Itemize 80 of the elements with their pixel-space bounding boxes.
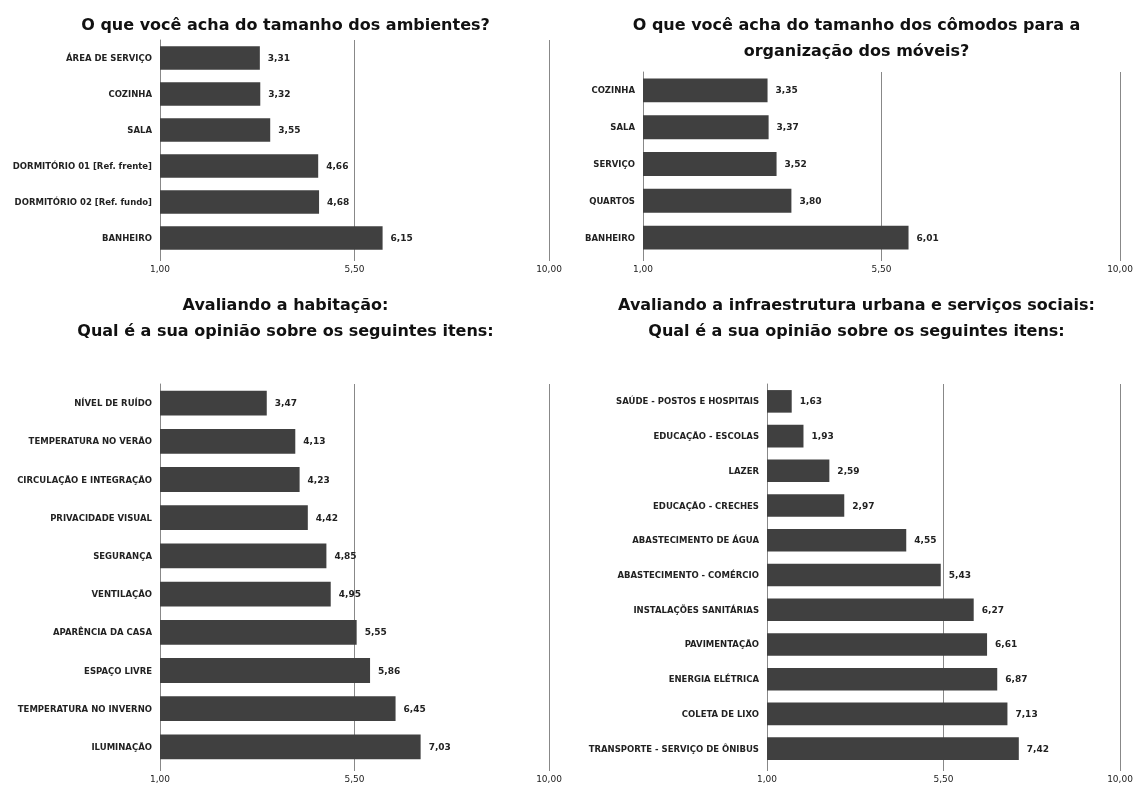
data-label: 3,32 bbox=[268, 89, 291, 99]
x-tick-label: 1,00 bbox=[149, 773, 171, 784]
y-tick-label: INSTALAÇÕES SANITÁRIAS bbox=[633, 603, 759, 615]
y-tick-label: BANHEIRO bbox=[584, 232, 635, 243]
x-tick-label: 5,50 bbox=[344, 773, 365, 784]
data-label: 3,47 bbox=[274, 398, 297, 409]
y-tick-label: CIRCULAÇÃO E INTEGRAÇÃO bbox=[17, 474, 152, 485]
y-tick-label: PRIVACIDADE VISUAL bbox=[50, 512, 153, 523]
x-tick-label: 5,50 bbox=[933, 773, 954, 784]
data-label: 5,55 bbox=[364, 627, 387, 638]
x-tick-label: 10,00 bbox=[1107, 773, 1134, 784]
y-tick-label: EDUCAÇÃO - CRECHES bbox=[653, 500, 759, 511]
data-label: 3,37 bbox=[776, 122, 799, 133]
data-label: 3,52 bbox=[784, 159, 807, 169]
y-tick-label: TRANSPORTE - SERVIÇO DE ÔNIBUS bbox=[588, 742, 759, 754]
y-tick-label: SERVIÇO bbox=[593, 159, 635, 169]
y-tick-label: LAZER bbox=[728, 465, 760, 476]
y-tick-label: ABASTECIMENTO - COMÉRCIO bbox=[617, 569, 759, 580]
data-label: 4,85 bbox=[334, 550, 357, 561]
data-label: 5,86 bbox=[378, 665, 401, 676]
x-tick-label: 1,00 bbox=[149, 263, 171, 274]
data-label: 6,27 bbox=[981, 604, 1004, 615]
data-label: 6,61 bbox=[995, 639, 1018, 650]
y-tick-label: BANHEIRO bbox=[101, 233, 152, 243]
data-label: 4,68 bbox=[327, 197, 350, 207]
data-label: 3,55 bbox=[278, 125, 301, 135]
data-label: 4,23 bbox=[307, 474, 330, 485]
y-tick-label: PAVIMENTAÇÃO bbox=[684, 639, 759, 650]
data-label: 3,80 bbox=[799, 195, 822, 206]
y-tick-label: SALA bbox=[127, 125, 153, 135]
chart-title: Avaliando a infraestrutura urbana e serviços sociais: Qual é a sua opinião sobre os seguintes itens: bbox=[618, 294, 1095, 340]
x-tick-label: 10,00 bbox=[1107, 263, 1134, 274]
y-tick-label: SAÚDE - POSTOS E HOSPITAIS bbox=[616, 395, 759, 407]
data-label: 7,03 bbox=[428, 741, 451, 752]
data-label: 4,42 bbox=[315, 512, 339, 523]
data-label: 1,93 bbox=[811, 431, 834, 442]
y-tick-label: COZINHA bbox=[591, 85, 636, 96]
y-tick-label: SALA bbox=[610, 122, 636, 133]
data-label: 6,01 bbox=[916, 232, 939, 243]
chart-title: Avaliando a habitação: Qual é a sua opinião sobre os seguintes itens: bbox=[77, 294, 494, 340]
y-tick-label: VENTILAÇÃO bbox=[91, 589, 152, 600]
y-tick-label: ENERGIA ELÉTRICA bbox=[668, 673, 760, 685]
y-tick-label: QUARTOS bbox=[589, 195, 635, 206]
chart-title: O que você acha do tamanho dos cômodos para a organização dos móveis? bbox=[632, 14, 1081, 60]
data-label: 3,31 bbox=[267, 53, 291, 63]
data-label: 4,55 bbox=[914, 535, 937, 546]
data-label: 6,45 bbox=[403, 703, 426, 714]
y-tick-label: TEMPERATURA NO VERÃO bbox=[28, 436, 152, 447]
y-tick-label: COZINHA bbox=[108, 89, 153, 99]
y-tick-label: ABASTECIMENTO DE ÁGUA bbox=[632, 534, 760, 546]
data-label: 4,13 bbox=[303, 436, 326, 447]
y-tick-label: NÍVEL DE RUÍDO bbox=[74, 397, 152, 409]
y-tick-label: ILUMINAÇÃO bbox=[91, 741, 152, 752]
y-tick-label: EDUCAÇÃO - ESCOLAS bbox=[653, 431, 759, 442]
y-tick-label: COLETA DE LIXO bbox=[681, 708, 759, 719]
y-tick-label: DORMITÓRIO 02 [Ref. fundo] bbox=[14, 196, 153, 207]
data-label: 2,97 bbox=[852, 500, 875, 511]
data-label: 6,87 bbox=[1005, 674, 1028, 685]
data-label: 4,66 bbox=[326, 161, 349, 171]
y-tick-label: TEMPERATURA NO INVERNO bbox=[17, 703, 152, 714]
x-tick-label: 1,00 bbox=[632, 263, 654, 274]
data-label: 4,95 bbox=[338, 589, 361, 600]
x-tick-label: 5,50 bbox=[344, 263, 365, 274]
data-label: 5,43 bbox=[948, 570, 971, 580]
y-tick-label: APARÊNCIA DA CASA bbox=[52, 626, 153, 638]
x-tick-label: 10,00 bbox=[536, 773, 563, 784]
chart-title: O que você acha do tamanho dos ambientes? bbox=[81, 14, 490, 34]
x-tick-label: 10,00 bbox=[536, 263, 563, 274]
x-tick-label: 5,50 bbox=[871, 263, 892, 274]
data-label: 6,15 bbox=[390, 233, 413, 243]
y-tick-label: ÁREA DE SERVIÇO bbox=[66, 52, 152, 63]
data-label: 7,13 bbox=[1015, 708, 1038, 719]
y-tick-label: DORMITÓRIO 01 [Ref. frente] bbox=[12, 160, 153, 171]
data-label: 1,63 bbox=[799, 396, 822, 407]
data-label: 7,42 bbox=[1026, 743, 1050, 754]
data-label: 3,35 bbox=[775, 85, 798, 96]
data-label: 2,59 bbox=[837, 465, 860, 476]
y-tick-label: ESPAÇO LIVRE bbox=[84, 665, 153, 676]
y-tick-label: SEGURANÇA bbox=[93, 550, 153, 561]
x-tick-label: 1,00 bbox=[756, 773, 778, 784]
